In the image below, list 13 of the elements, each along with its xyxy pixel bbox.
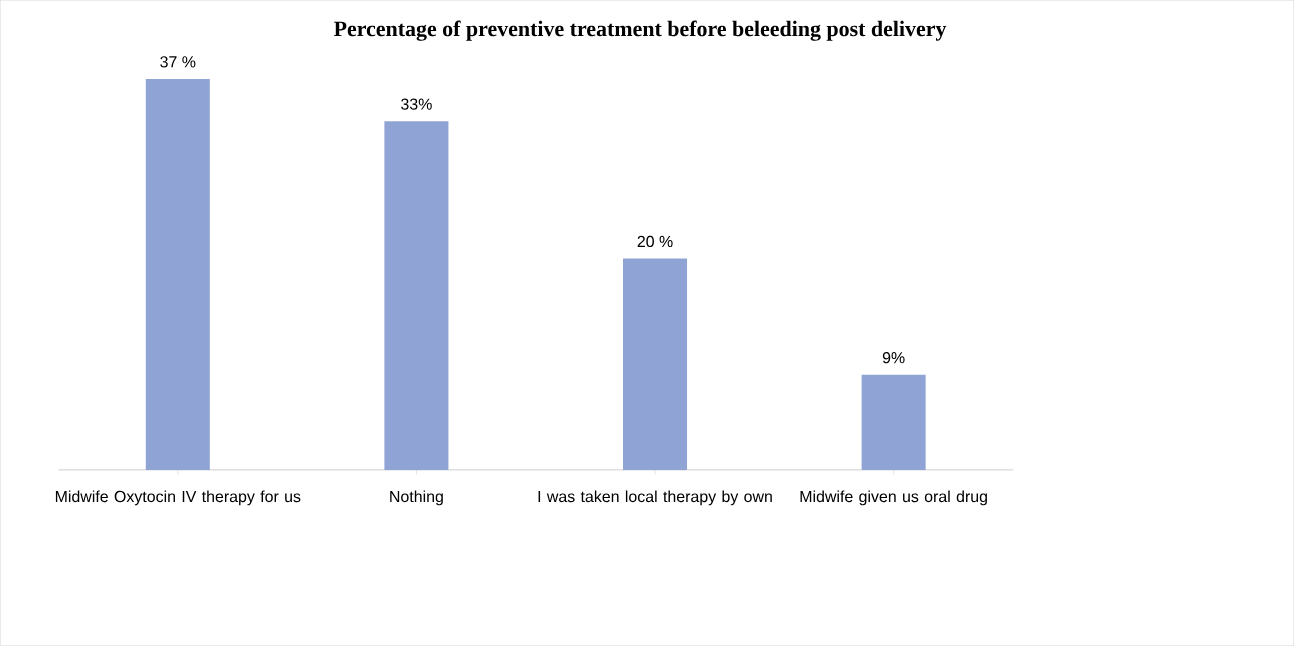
bar [623, 258, 688, 471]
x-tick-label: Midwife Oxytocin IV therapy for us [55, 490, 301, 506]
bar [861, 374, 926, 471]
chart-title: Percentage of preventive treatment before beleeding post delivery [333, 20, 947, 42]
x-tick-label: Midwife given us oral drug [800, 490, 987, 506]
data-label: 20 % [637, 235, 673, 248]
data-label: 9% [882, 352, 905, 364]
bar [145, 79, 210, 471]
data-label: 37 % [160, 56, 196, 68]
x-tick-label: Nothing [390, 490, 443, 506]
data-label: 33% [401, 98, 432, 110]
x-tick-label: I was taken local therapy by own [538, 490, 772, 506]
bar [384, 121, 449, 471]
